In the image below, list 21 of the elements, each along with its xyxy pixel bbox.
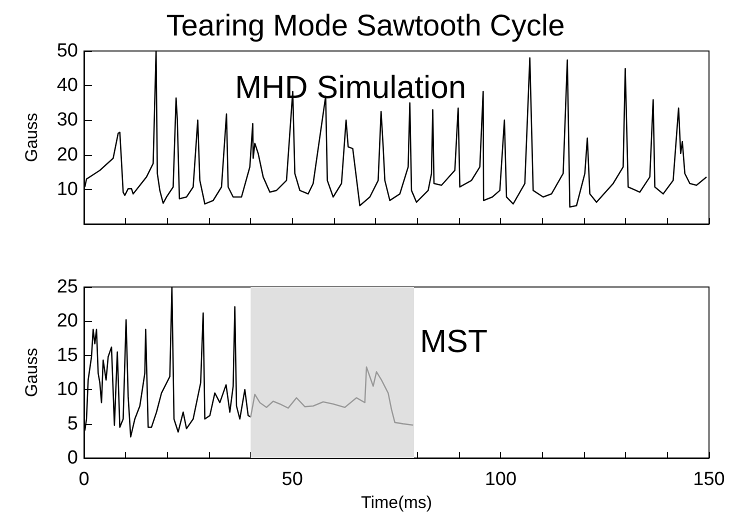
x-tick-label: 100 (484, 469, 517, 490)
y-tick-label: 10 (56, 379, 78, 400)
y-tick-label: 40 (56, 75, 78, 96)
y-tick-label: 10 (56, 178, 78, 200)
y-tick-label: 0 (67, 448, 78, 468)
x-axis-title: Time(ms) (360, 492, 432, 512)
y-axis-title: Gauss (22, 348, 41, 398)
annotation: MHD Simulation (235, 69, 466, 105)
line-series (250, 366, 414, 426)
y-tick-label: 20 (56, 310, 78, 332)
y-tick-label: 20 (56, 144, 78, 166)
y-tick-label: 25 (56, 276, 78, 298)
x-tick-label: 150 (693, 469, 725, 490)
annotation: MST (420, 323, 488, 359)
y-axis-title: Gauss (22, 112, 41, 162)
chart-title: Tearing Mode Sawtooth Cycle (166, 10, 565, 42)
y-tick-label: 30 (56, 110, 78, 131)
x-tick-label: 50 (282, 469, 303, 490)
y-tick-label: 50 (56, 40, 78, 62)
y-tick-label: 15 (56, 344, 78, 366)
y-tick-label: 5 (67, 413, 78, 434)
